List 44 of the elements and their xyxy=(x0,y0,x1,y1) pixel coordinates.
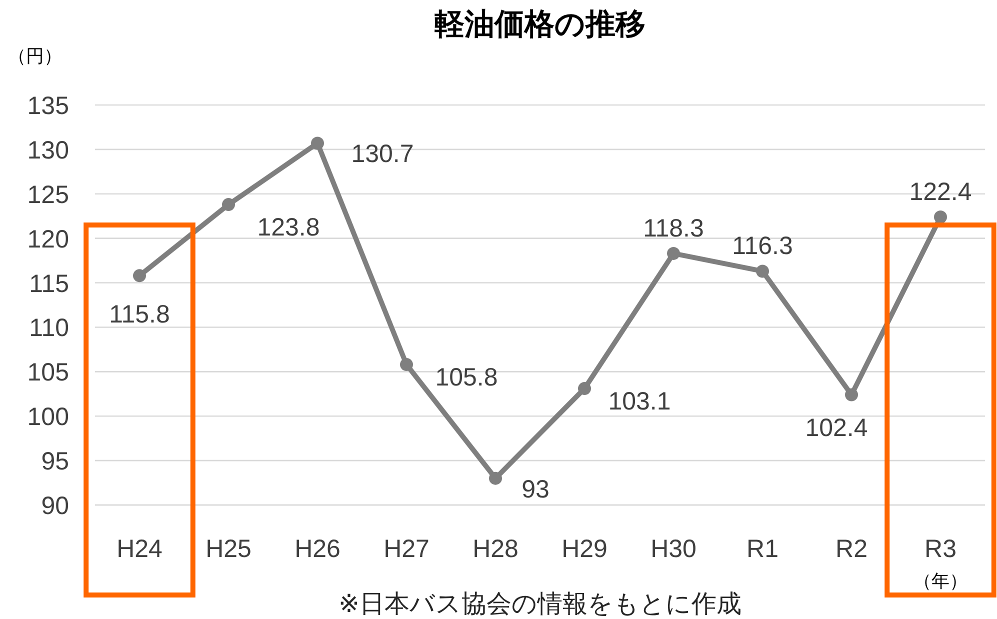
point xyxy=(845,388,858,402)
y-tick-label: 90 xyxy=(41,492,69,520)
y-tick-label: 110 xyxy=(29,314,69,342)
data-label: 93 xyxy=(522,475,550,504)
point xyxy=(934,210,947,224)
chart-title: 軽油価格の推移 xyxy=(434,7,646,42)
point xyxy=(400,358,413,372)
x-tick-label: R3 xyxy=(924,535,956,563)
data-label: 130.7 xyxy=(351,140,414,168)
x-tick-label: H24 xyxy=(116,535,163,563)
data-label: 122.4 xyxy=(909,178,972,206)
x-tick-label: H26 xyxy=(294,535,340,563)
x-tick-label: H25 xyxy=(206,535,252,563)
data-label: 102.4 xyxy=(805,414,868,442)
point xyxy=(222,198,235,212)
data-label: 118.3 xyxy=(643,214,704,242)
text: ※日本バス協会の情報をもとに作成 xyxy=(338,589,742,618)
data-label: 115.8 xyxy=(109,300,170,329)
y-tick-label: 135 xyxy=(27,92,69,120)
x-tick-label: R2 xyxy=(836,535,868,563)
y-tick-label: 105 xyxy=(27,358,69,387)
data-label: 123.8 xyxy=(257,214,320,242)
y-tick-label: 115 xyxy=(29,270,69,298)
x-axis-title: （年） xyxy=(914,571,968,592)
y-axis-title: （円） xyxy=(8,46,62,67)
point xyxy=(578,382,591,396)
point xyxy=(667,246,680,260)
y-tick-label: 100 xyxy=(27,403,69,432)
point xyxy=(311,136,324,150)
data-label: 116.3 xyxy=(732,232,793,260)
y-tick-label: 125 xyxy=(27,180,69,209)
x-tick-label: R1 xyxy=(746,535,778,563)
data-label: 105.8 xyxy=(435,364,498,392)
x-tick-label: H28 xyxy=(472,535,518,563)
point xyxy=(756,264,769,278)
point xyxy=(133,269,146,282)
point xyxy=(489,472,502,485)
y-tick-label: 95 xyxy=(41,448,69,476)
x-tick-label: H29 xyxy=(562,535,608,563)
data-label: 103.1 xyxy=(608,388,671,416)
y-tick-label: 130 xyxy=(27,136,69,164)
x-tick-label: H27 xyxy=(384,535,430,563)
y-tick-label: 120 xyxy=(27,225,69,254)
x-tick-label: H30 xyxy=(650,535,696,563)
